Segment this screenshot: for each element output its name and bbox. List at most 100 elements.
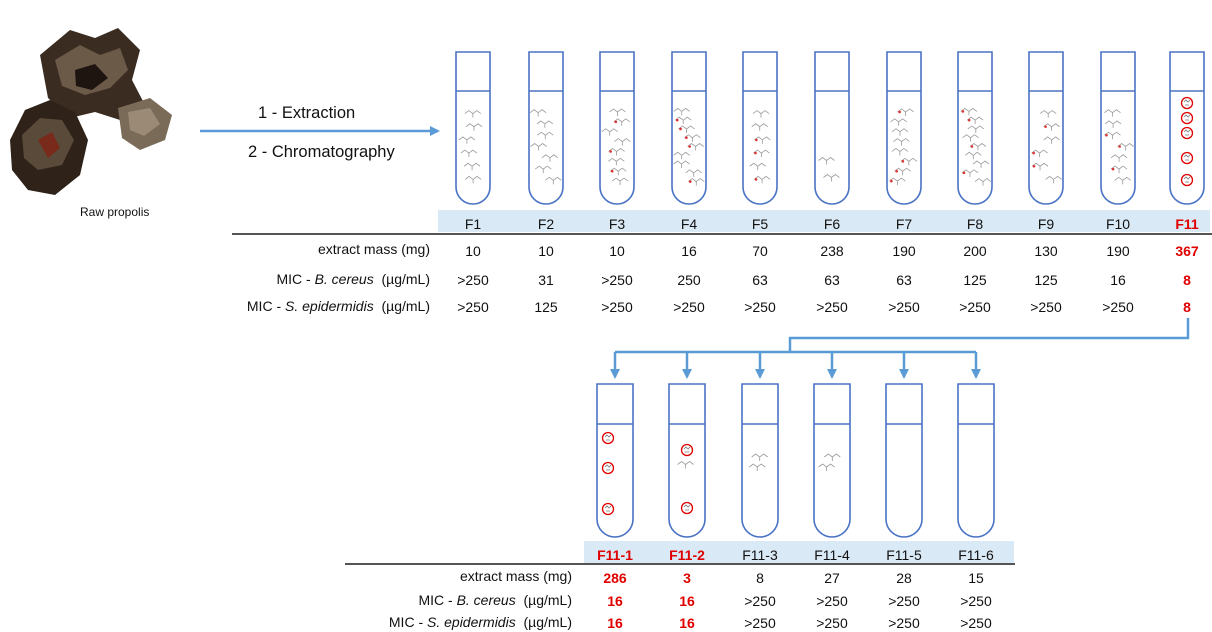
step-extraction-label: 1 - Extraction [258,104,356,122]
molecule-sketch [1114,176,1131,185]
extract-mass-value: 367 [1175,243,1199,259]
extract-mass-value: 16 [681,243,697,259]
molecule-sketch [897,108,914,116]
molecule-sketch [751,123,768,131]
fraction-label: F6 [823,216,841,232]
mic-sepidermidis-value: >250 [1030,299,1062,315]
fraction-label: F7 [895,216,913,232]
molecule-sketch [754,136,771,144]
mic-bcereus-value: 250 [677,272,701,288]
molecule-sketch [1031,149,1048,158]
molecule-sketch [961,169,979,177]
molecule-sketch [537,131,554,140]
fraction-header-band [438,210,1210,232]
molecule-sketch [608,147,625,156]
mic-sepidermidis-value: >250 [816,615,848,631]
molecule-sketch [688,178,705,186]
mic-sepidermidis-value: >250 [457,299,489,315]
fraction-label: F2 [537,216,555,232]
fraction-label: F11 [1175,216,1199,232]
active-compound-marker [601,461,615,475]
extract-mass-value: 200 [963,243,987,259]
fraction-label: F5 [751,216,769,232]
active-compound-marker [1180,173,1194,187]
active-compound-marker [1180,96,1194,110]
molecule-sketch [685,169,702,177]
molecule-sketch [613,118,631,126]
tube-f5 [742,51,778,205]
mic-bcereus-value: 125 [963,272,987,288]
extract-mass-value: 190 [1106,243,1130,259]
extract-mass-value: 130 [1034,243,1058,259]
active-compound-marker [680,443,694,457]
extract-mass-value: 10 [465,243,481,259]
tube-f11 [1169,51,1205,205]
extract-mass-value: 15 [968,570,984,586]
f11-connector [788,318,1190,352]
molecule-sketch [1110,165,1128,174]
tube-f7 [886,51,922,205]
mic-sepidermidis-value: >250 [959,299,991,315]
mic-bcereus-value: 16 [1110,272,1126,288]
subfraction-label: F11-5 [886,547,922,563]
mic-bcereus-value: 63 [896,272,912,288]
molecule-sketch [1045,175,1062,184]
molecule-sketch [530,143,547,151]
molecule-sketch [824,453,841,461]
molecule-sketch [464,110,482,118]
molecule-sketch [673,151,690,160]
mic-sepidermidis-value: >250 [888,299,920,315]
active-compound-marker [601,431,615,445]
mic-sepidermidis-value: >250 [888,615,920,631]
molecule-sketch [684,134,701,142]
molecule-sketch [974,178,992,186]
extract-mass-value: 8 [756,570,764,586]
active-compound-marker [1180,111,1194,125]
molecule-sketch [463,162,481,171]
extract-mass-value: 190 [892,243,916,259]
molecule-sketch [751,453,768,461]
row-label-mass: extract mass (mg) [317,241,430,257]
extract-mass-value: 28 [896,570,912,586]
molecule-sketch [614,138,631,146]
row-label-mic-bcereus: MIC - B. cereus (µg/mL) [276,271,430,287]
molecule-sketch [969,143,987,151]
molecule-sketch [536,120,554,128]
molecule-sketch [465,123,483,131]
subfraction-label: F11-2 [669,547,705,563]
fraction-label: F4 [680,216,698,232]
molecule-sketch [748,463,766,471]
molecule-sketch [687,143,704,151]
mic-bcereus-value: 8 [1183,272,1191,288]
molecule-sketch [965,151,982,160]
molecule-sketch [609,167,627,176]
molecule-sketch [818,463,835,471]
molecule-sketch [893,138,910,146]
tube-f3 [599,51,635,205]
mic-bcereus-value: 63 [824,272,840,288]
organism-sepidermidis-sub: S. epidermidis [427,614,516,630]
molecule-sketch [1104,109,1121,117]
subfraction-label: F11-4 [814,547,850,563]
mic-sepidermidis-value: 125 [534,299,558,315]
mic-sepidermidis-value: >250 [673,299,705,315]
molecule-sketch [752,110,770,118]
mic-bcereus-value: 125 [1034,272,1058,288]
mic-sepidermidis-value: >250 [960,615,992,631]
mic-bcereus-value: >250 [816,593,848,609]
molecule-sketch [609,108,626,116]
molecule-sketch [1031,162,1049,171]
fraction-label: F1 [464,216,482,232]
tube-f11-5 [885,383,923,538]
molecule-sketch [960,107,978,116]
mic-sepidermidis-value: >250 [1102,299,1134,315]
molecule-sketch [673,160,690,169]
active-compound-marker [680,501,694,515]
molecule-sketch [753,175,771,184]
mic-sepidermidis-value: 16 [607,615,623,631]
molecule-sketch [678,125,695,133]
molecule-sketch [753,149,770,158]
tube-f6 [814,51,850,205]
